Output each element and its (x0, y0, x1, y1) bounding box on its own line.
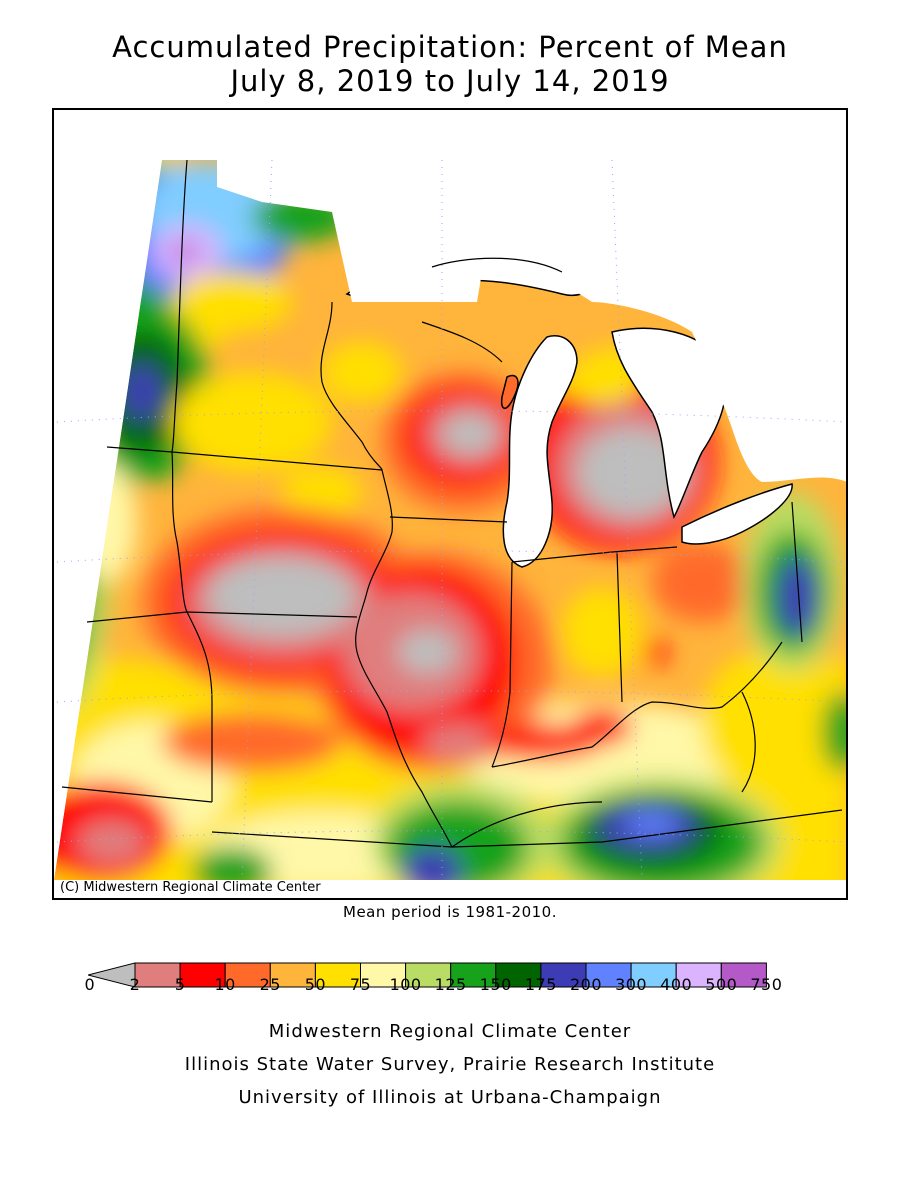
graticule (56, 159, 846, 881)
credit-mrcc: Midwestern Regional Climate Center (268, 1021, 632, 1042)
legend-swatch-5 (179, 962, 226, 988)
legend-label-100: 100 (389, 975, 422, 994)
legend-swatch-500 (720, 962, 767, 988)
legend-swatch-2 (134, 962, 181, 988)
legend-swatch-100 (405, 962, 452, 988)
map-title: Accumulated Precipitation: Percent of Me… (112, 30, 788, 64)
legend-label-200: 200 (569, 975, 603, 994)
credit-isws: Illinois State Water Survey, Prairie Res… (184, 1054, 716, 1075)
legend-label-400: 400 (660, 975, 693, 994)
legend-label-0: 0 (84, 975, 96, 994)
legend-swatch-125 (450, 962, 497, 988)
legend-color-bar (88, 962, 767, 988)
legend-label-500: 500 (705, 975, 738, 994)
legend-label-75: 75 (349, 975, 372, 994)
legend-label-2: 2 (129, 975, 141, 994)
map-svg (54, 110, 846, 881)
legend-label-10: 10 (214, 975, 236, 994)
legend-swatch-50 (314, 962, 361, 988)
legend-label-300: 300 (615, 975, 648, 994)
legend-swatch-25 (269, 962, 316, 988)
legend-label-50: 50 (304, 975, 327, 994)
legend-label-5: 5 (174, 975, 186, 994)
precipitation-map: (C) Midwestern Regional Climate Center (52, 108, 848, 900)
legend-swatch-175 (540, 962, 587, 988)
legend-label-750: 750 (750, 975, 783, 994)
map-copyright: (C) Midwestern Regional Climate Center (56, 880, 325, 896)
legend-label-25: 25 (259, 975, 281, 994)
legend-swatch-150 (495, 962, 542, 988)
legend-label-125: 125 (434, 975, 467, 994)
legend-label-150: 150 (479, 975, 512, 994)
legend-label-175: 175 (524, 975, 557, 994)
credit-uiuc: University of Illinois at Urbana-Champai… (238, 1087, 662, 1108)
map-date-range: July 8, 2019 to July 14, 2019 (230, 64, 670, 98)
mean-period-note: Mean period is 1981-2010. (343, 903, 557, 921)
legend-swatch-400 (675, 962, 722, 988)
state-boundaries (61, 159, 843, 848)
